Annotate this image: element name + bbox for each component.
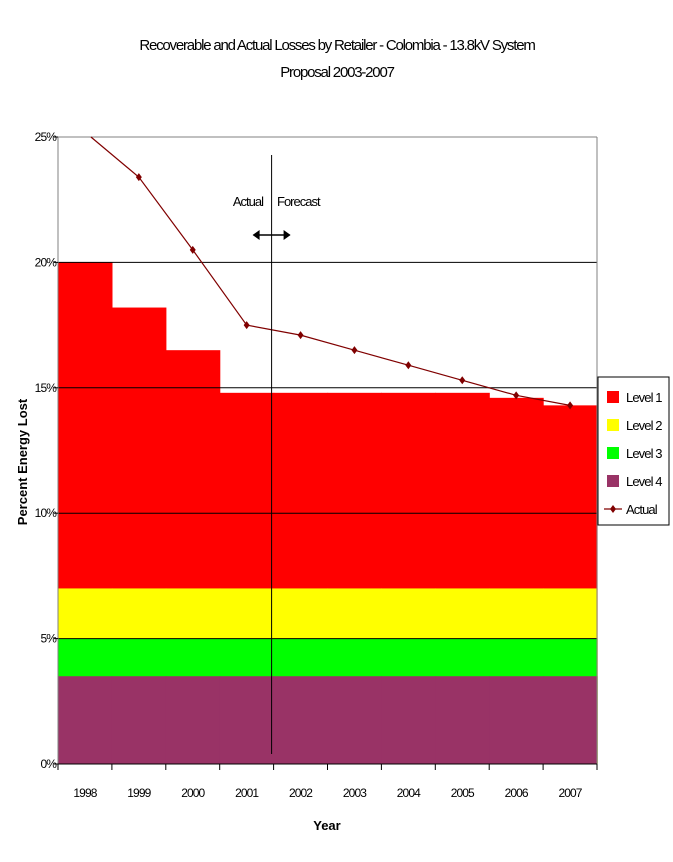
actual-annotation-label: Actual xyxy=(233,194,264,209)
x-tick-label: 2001 xyxy=(235,786,259,800)
actual-line-series xyxy=(90,136,574,410)
actual-point-2004 xyxy=(405,361,412,370)
x-tick-label: 1999 xyxy=(127,786,151,800)
x-tick-label: 1998 xyxy=(73,786,97,800)
x-tick-label: 2004 xyxy=(397,786,421,800)
y-tick-label: 5% xyxy=(40,632,57,646)
chart-title: Recoverable and Actual Losses by Retaile… xyxy=(139,37,535,54)
level-4-area-segment xyxy=(219,676,275,764)
x-tick-label: 2007 xyxy=(558,786,582,800)
y-tick-label: 10% xyxy=(35,506,58,520)
legend-label-actual: Actual xyxy=(626,502,658,517)
legend-swatch-level-1 xyxy=(607,391,619,403)
arrow-left-head xyxy=(252,230,260,240)
y-tick-label: 20% xyxy=(35,255,58,269)
x-tick-label: 2006 xyxy=(505,786,529,800)
chart-subtitle: Proposal 2003-2007 xyxy=(280,64,394,81)
legend-swatch-level-2 xyxy=(607,419,619,431)
y-tick-label: 0% xyxy=(40,757,57,771)
level-4-area-segment xyxy=(381,676,436,764)
legend-swatch-level-3 xyxy=(607,447,619,459)
level-4-area-segment xyxy=(111,676,167,764)
level-4-area-segment xyxy=(327,676,382,764)
stacked-areas xyxy=(58,262,598,764)
arrow-right-head xyxy=(283,230,291,240)
legend-swatch-level-4 xyxy=(607,475,619,487)
actual-point-2005 xyxy=(459,376,466,385)
y-axis: 0% 5% 10% 15% 20% 25% xyxy=(35,130,58,771)
actual-point-2003 xyxy=(351,346,358,355)
x-axis-title: Year xyxy=(313,818,340,833)
legend-label-level-2: Level 2 xyxy=(626,418,662,433)
actual-point-2002 xyxy=(297,331,304,340)
y-axis-title: Percent Energy Lost xyxy=(15,398,30,525)
x-tick-label: 2003 xyxy=(343,786,367,800)
actual-point-2000 xyxy=(189,245,196,254)
y-tick-label: 15% xyxy=(35,381,58,395)
forecast-annotation-label: Forecast xyxy=(277,194,321,209)
actual-forecast-annotation: Actual Forecast xyxy=(233,155,322,754)
level-4-area-segment xyxy=(543,676,598,764)
y-tick-label: 25% xyxy=(35,130,58,144)
legend: Level 1 Level 2 Level 3 Level 4 Actual xyxy=(597,376,670,526)
actual-point-2007 xyxy=(567,401,574,410)
actual-point-2001 xyxy=(243,321,250,330)
x-tick-label: 2000 xyxy=(181,786,205,800)
legend-swatch-actual-marker xyxy=(610,505,616,513)
x-tick-label: 2005 xyxy=(451,786,475,800)
level-4-area-segment xyxy=(435,676,490,764)
actual-point-1999 xyxy=(135,173,142,182)
actual-point-2006 xyxy=(513,391,520,400)
legend-label-level-4: Level 4 xyxy=(626,474,662,489)
x-tick-label: 2002 xyxy=(289,786,313,800)
level-4-area-segment xyxy=(489,676,544,764)
level-4-area-segment xyxy=(165,676,221,764)
x-axis: 1998 1999 2000 2001 2002 2003 2004 2005 2006 2007 xyxy=(57,764,598,800)
actual-line xyxy=(90,136,571,406)
level-4-area-segment xyxy=(273,676,329,764)
level-4-area-segment xyxy=(58,676,113,764)
legend-label-level-1: Level 1 xyxy=(626,390,662,405)
legend-label-level-3: Level 3 xyxy=(626,446,662,461)
